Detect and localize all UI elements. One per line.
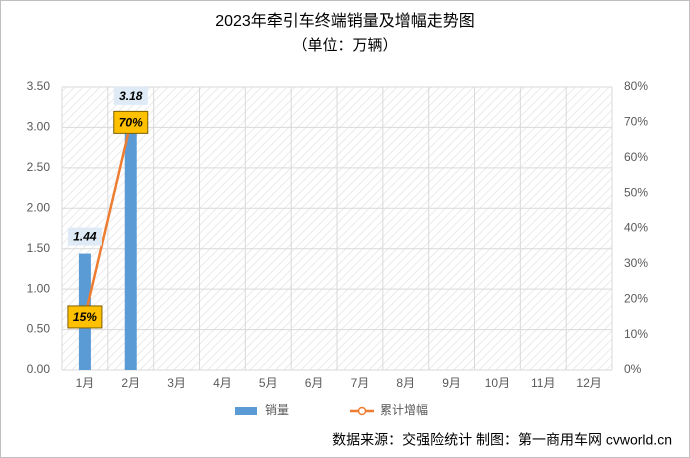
y-tick-label: 3.00 <box>27 120 51 134</box>
bar-label-box <box>67 227 102 246</box>
x-tick-label: 12月 <box>576 376 601 390</box>
y2-tick-label: 20% <box>624 291 648 305</box>
legend-label: 累计增幅 <box>380 402 428 417</box>
y-tick-label: 0.00 <box>27 362 51 376</box>
legend-label: 销量 <box>265 403 289 417</box>
y-tick-label: 0.50 <box>27 322 51 336</box>
x-tick-label: 1月 <box>76 376 95 390</box>
y2-tick-label: 10% <box>624 327 648 341</box>
x-tick-label: 3月 <box>167 376 186 390</box>
y2-tick-label: 50% <box>624 185 648 199</box>
chart-subtitle: （单位：万辆） <box>292 37 397 54</box>
x-tick-label: 11月 <box>531 376 555 390</box>
x-tick-label: 5月 <box>259 376 278 390</box>
x-tick-label: 10月 <box>485 376 510 390</box>
bar-value-label: 1.44 <box>73 230 97 244</box>
x-tick-label: 7月 <box>351 376 370 390</box>
y2-tick-label: 30% <box>624 256 648 270</box>
bar-label-box <box>113 86 148 105</box>
bar-value-label: 3.18 <box>119 89 143 103</box>
line-value-label: 70% <box>119 116 143 130</box>
source-note: 数据来源：交强险统计 制图：第一商用车网 cvworld.cn <box>332 432 672 448</box>
legend-marker <box>357 406 367 416</box>
y2-tick-label: 70% <box>624 115 648 129</box>
line-label-box <box>67 305 103 329</box>
y2-tick-label: 80% <box>624 79 648 93</box>
y2-tick-label: 60% <box>624 150 648 164</box>
bar <box>124 112 137 371</box>
y-tick-label: 2.50 <box>27 160 51 174</box>
y-tick-label: 3.50 <box>27 79 51 93</box>
line <box>83 122 132 318</box>
line-value-label: 15% <box>73 310 97 324</box>
legend-swatch <box>235 407 257 415</box>
x-tick-label: 8月 <box>396 376 415 390</box>
x-tick-label: 2月 <box>121 376 140 390</box>
y-tick-label: 2.00 <box>27 200 51 214</box>
y2-tick-label: 0% <box>624 362 642 376</box>
y-tick-label: 1.50 <box>27 241 51 255</box>
chart-title: 2023年牵引车终端销量及增幅走势图 <box>215 12 475 30</box>
y-tick-label: 1.00 <box>27 281 51 295</box>
x-tick-label: 4月 <box>213 376 232 390</box>
y2-tick-label: 40% <box>624 221 648 235</box>
x-tick-label: 9月 <box>442 376 461 390</box>
x-tick-label: 6月 <box>305 376 324 390</box>
line-label-box <box>113 110 149 134</box>
